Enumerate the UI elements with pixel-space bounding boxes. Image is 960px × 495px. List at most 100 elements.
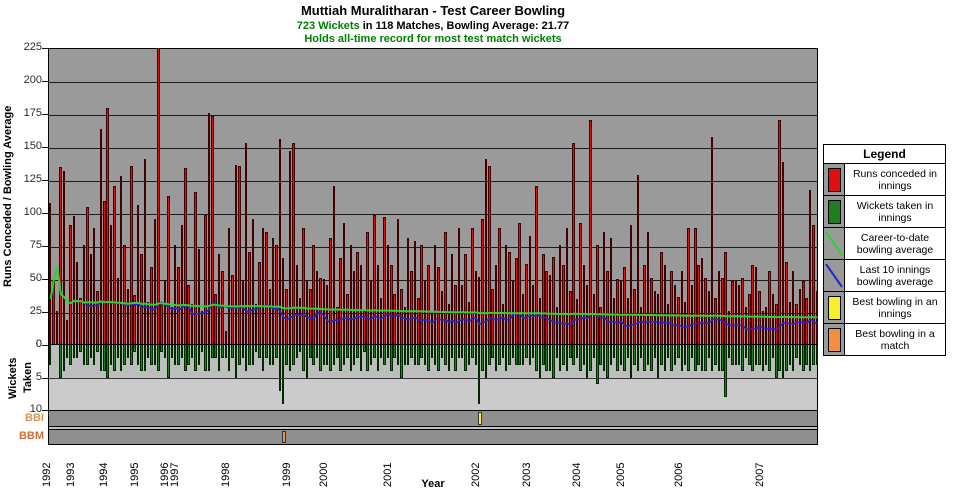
runs-bar: [538, 297, 542, 344]
runs-bar: [221, 271, 224, 344]
legend-swatch-rect: [827, 327, 841, 352]
wickets-bar: [342, 345, 346, 365]
runs-bar: [312, 245, 315, 344]
wickets-bar: [440, 345, 444, 358]
wickets-bar: [390, 345, 393, 371]
runs-bar: [704, 278, 707, 344]
runs-bar: [619, 280, 623, 344]
wickets-bar: [204, 345, 207, 371]
runs-bar: [59, 167, 62, 344]
runs-bar: [599, 307, 602, 344]
wickets-bar: [690, 345, 694, 358]
legend-item: Runs conceded in innings: [824, 164, 945, 196]
runs-bar: [146, 301, 150, 344]
runs-bar: [298, 297, 302, 344]
runs-bar: [802, 280, 805, 344]
runs-bar: [92, 227, 96, 344]
runs-bar: [322, 279, 326, 344]
wickets-bar: [285, 345, 288, 365]
wickets-bar: [771, 345, 775, 358]
wickets-tick-mark: [42, 410, 48, 411]
runs-bar: [187, 284, 190, 344]
legend-item: Last 10 innings bowling average: [824, 260, 945, 292]
wickets-bar: [207, 345, 211, 371]
runs-bar: [491, 288, 494, 344]
wickets-bar: [650, 345, 653, 371]
runs-bar: [694, 227, 697, 344]
wickets-bar: [92, 345, 96, 365]
runs-tick-mark: [42, 180, 48, 181]
runs-bar: [579, 222, 582, 344]
wickets-bar: [599, 345, 602, 365]
runs-bar: [103, 201, 106, 344]
wickets-bar: [133, 345, 136, 352]
runs-bar: [366, 231, 369, 344]
runs-bar: [204, 214, 207, 344]
runs-bar: [251, 218, 255, 344]
runs-bar: [477, 276, 481, 344]
runs-bar: [170, 307, 174, 344]
wickets-bar: [629, 345, 633, 378]
runs-bar: [609, 238, 613, 344]
wickets-bar: [130, 345, 133, 365]
wickets-bar: [585, 345, 589, 378]
wickets-bar: [231, 345, 234, 358]
wickets-bar: [434, 345, 437, 365]
wickets-bar: [687, 345, 690, 371]
runs-bar: [744, 307, 748, 344]
wickets-bar: [589, 345, 592, 371]
wickets-bar: [217, 345, 221, 371]
wickets-bar: [481, 345, 484, 371]
runs-bar: [99, 128, 103, 344]
wickets-bar: [464, 345, 467, 371]
wickets-bar: [704, 345, 707, 371]
wickets-bar: [153, 345, 157, 365]
runs-bar: [484, 159, 488, 344]
runs-bar: [464, 254, 467, 344]
wickets-bar: [157, 345, 160, 371]
wickets-bar: [103, 345, 106, 371]
runs-bar: [457, 227, 461, 344]
wickets-tick-label: 0: [35, 338, 42, 350]
wickets-bar: [535, 345, 538, 371]
runs-bar: [606, 271, 609, 344]
runs-bar: [49, 202, 52, 344]
wickets-bar: [224, 345, 228, 358]
runs-bar: [278, 139, 282, 344]
runs-bar: [680, 271, 683, 344]
runs-bar: [136, 205, 140, 344]
wickets-bar: [65, 345, 69, 358]
legend-line-glyph: [825, 263, 843, 288]
runs-bar: [673, 284, 677, 344]
wickets-bar: [721, 345, 724, 371]
wickets-bar: [802, 345, 805, 371]
runs-bar: [633, 288, 636, 344]
wickets-bar: [518, 345, 521, 365]
runs-bar: [163, 280, 167, 344]
legend-item: Career-to-date bowling average: [824, 228, 945, 260]
runs-bar: [130, 165, 133, 344]
runs-bar: [504, 245, 508, 344]
wickets-bar: [575, 345, 579, 358]
runs-bar: [643, 264, 646, 344]
runs-bar: [413, 241, 417, 344]
runs-bar: [518, 222, 521, 344]
wickets-bar: [329, 345, 332, 371]
year-tick-label: 1999: [280, 462, 293, 487]
year-tick-label: 2000: [317, 462, 330, 487]
wickets-bar: [521, 345, 525, 365]
wickets-bar: [430, 345, 434, 358]
runs-bar: [596, 245, 599, 344]
runs-bar: [369, 280, 373, 344]
runs-bar: [562, 264, 565, 344]
legend-swatch-cell: [824, 260, 845, 291]
wickets-bar: [319, 345, 322, 371]
wickets-plot-area: [48, 345, 819, 410]
runs-bar: [808, 189, 812, 344]
wickets-bar: [474, 345, 477, 365]
gridline: [49, 82, 817, 83]
legend: Legend Runs conceded in innings Wickets t…: [823, 144, 946, 356]
wickets-bar: [606, 345, 609, 378]
runs-bar: [376, 264, 380, 344]
wickets-bar: [96, 345, 99, 352]
